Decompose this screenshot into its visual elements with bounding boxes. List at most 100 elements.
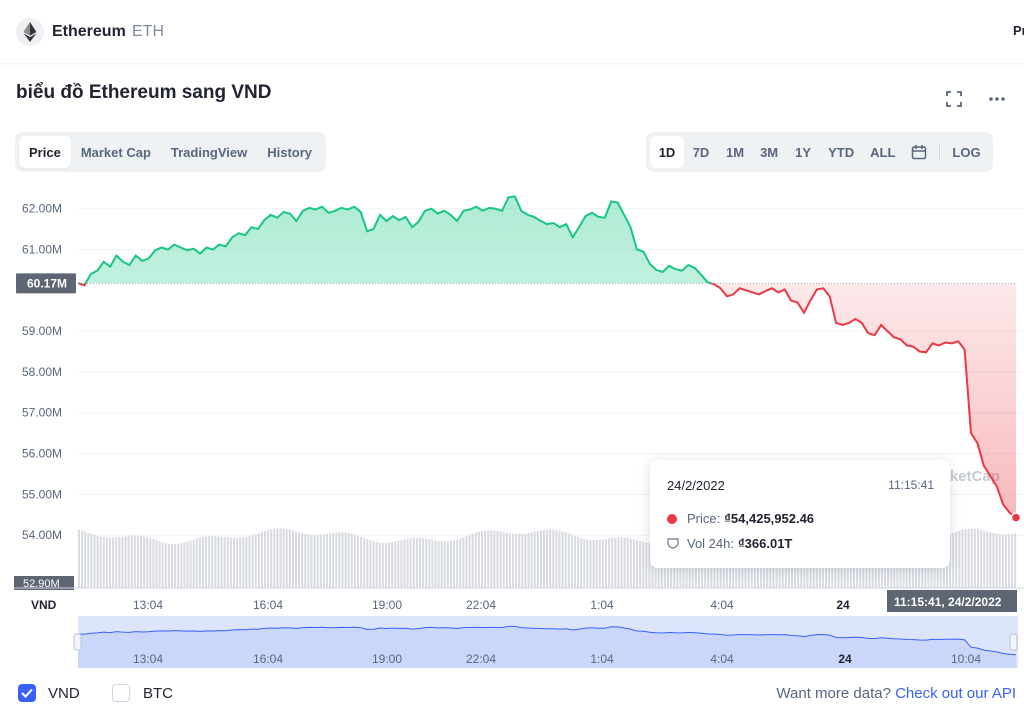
vnd-checkbox[interactable] <box>18 684 36 702</box>
volume-bar <box>580 538 583 588</box>
range-navigator[interactable]: 13:04 16:04 19:00 22:04 1:04 4:04 24 10:04 <box>73 616 1018 668</box>
log-scale-toggle[interactable]: LOG <box>952 144 981 160</box>
volume-bar <box>344 532 347 588</box>
volume-bar <box>980 529 983 588</box>
navigator-tick-label: 1:04 <box>590 652 614 666</box>
navigator-line <box>77 625 1017 656</box>
range-3m[interactable]: 3M <box>760 144 779 160</box>
range-7d[interactable]: 7D <box>692 144 710 160</box>
calendar-icon[interactable] <box>903 136 935 168</box>
volume-bar <box>322 534 325 588</box>
range-all[interactable]: ALL <box>870 144 896 160</box>
volume-bar <box>465 536 468 588</box>
vnd-toggle[interactable]: VND <box>18 684 80 702</box>
volume-bar <box>78 529 80 588</box>
volume-bar <box>338 532 341 588</box>
volume-bar <box>1014 533 1017 588</box>
volume-bar <box>381 542 384 588</box>
volume-bar <box>446 541 449 588</box>
range-divider <box>939 143 941 161</box>
current-time-tag <box>887 590 1017 612</box>
volume-bar <box>499 531 502 588</box>
api-link[interactable]: Check out our API <box>895 685 1016 702</box>
tooltip-price-row: Price: ₫54,425,952.46 <box>667 511 814 526</box>
fullscreen-icon[interactable] <box>943 88 965 110</box>
volume-bar <box>112 537 115 588</box>
navigator-area <box>78 626 1016 668</box>
volume-bar <box>620 537 623 588</box>
coin-name: Ethereum <box>52 23 126 40</box>
x-tick-label: 24 <box>836 598 850 612</box>
volume-bar <box>118 536 121 588</box>
volume-bar <box>239 538 242 588</box>
volume-bar <box>353 534 356 588</box>
price-chart[interactable]: 62.00M 61.00M 59.00M 58.00M 57.00M 56.00M 55.0… <box>0 176 1024 676</box>
volume-bar <box>189 540 192 588</box>
volume-bar <box>521 533 524 588</box>
volume-bar <box>973 528 976 588</box>
more-options-icon[interactable] <box>986 88 1008 110</box>
volume-bar <box>998 534 1001 588</box>
tab-price[interactable]: Price <box>19 136 71 168</box>
volume-bar <box>595 540 598 588</box>
x-tick-label: 16:04 <box>253 598 283 612</box>
volume-bar <box>81 530 84 588</box>
volume-bar <box>326 533 328 588</box>
volume-bar <box>87 532 90 588</box>
volume-bar <box>512 533 514 588</box>
volume-bar <box>186 541 189 588</box>
volume-bar <box>592 540 595 588</box>
volume-bar <box>267 529 270 588</box>
volume-bar <box>549 529 552 588</box>
volume-bar <box>462 537 465 588</box>
volume-bar <box>949 533 952 588</box>
volume-bar <box>484 530 487 588</box>
navigator-tick-label: 10:04 <box>951 652 981 666</box>
volume-bar <box>316 534 319 588</box>
y-tick-label: 57.00M <box>22 406 62 420</box>
volume-bar <box>285 529 288 588</box>
volume-bar <box>109 537 111 588</box>
current-time-label: 11:15:41, 24/2/2022 <box>894 595 1002 609</box>
volume-bar <box>161 542 164 588</box>
volume-bar <box>639 540 642 588</box>
volume-bar <box>561 531 564 588</box>
volume-bar <box>468 534 471 588</box>
volume-bar <box>288 529 291 588</box>
volume-bar <box>260 532 263 588</box>
volume-bar <box>329 533 332 588</box>
volume-bar <box>102 537 105 588</box>
volume-bar <box>90 533 93 588</box>
y-tick-label: 62.00M <box>22 202 62 216</box>
volume-bar <box>254 534 257 588</box>
btc-toggle[interactable]: BTC <box>112 684 173 702</box>
btc-checkbox[interactable] <box>112 684 130 702</box>
tab-market-cap[interactable]: Market Cap <box>80 144 151 160</box>
tab-tradingview[interactable]: TradingView <box>170 144 248 160</box>
volume-bar <box>564 532 567 588</box>
volume-bar <box>313 534 316 588</box>
range-1y[interactable]: 1Y <box>795 144 812 160</box>
volume-bar <box>617 537 620 588</box>
tab-history[interactable]: History <box>267 144 313 160</box>
volume-bar <box>223 536 226 588</box>
volume-bar <box>388 542 390 588</box>
volume-bar <box>459 538 462 588</box>
reference-label: 60.17M <box>27 276 67 290</box>
volume-bar <box>533 531 536 588</box>
time-range-selector: 1D 7D 1M 3M 1Y YTD ALL LOG <box>646 132 993 172</box>
range-ytd[interactable]: YTD <box>828 144 855 160</box>
price-line-up <box>78 195 715 284</box>
volume-bar <box>611 537 614 588</box>
truncated-header-link[interactable]: Pr <box>1013 23 1024 38</box>
range-1d[interactable]: 1D <box>650 136 684 168</box>
volume-bar <box>198 537 201 588</box>
watermark: rketCap <box>944 468 1000 485</box>
range-1m[interactable]: 1M <box>726 144 745 160</box>
volume-bar <box>217 536 220 588</box>
volume-bar <box>248 536 251 588</box>
volume-bar <box>958 530 961 588</box>
volume-bar <box>257 533 260 588</box>
volume-bar <box>158 541 161 588</box>
x-tick-label: 13:04 <box>133 598 163 612</box>
